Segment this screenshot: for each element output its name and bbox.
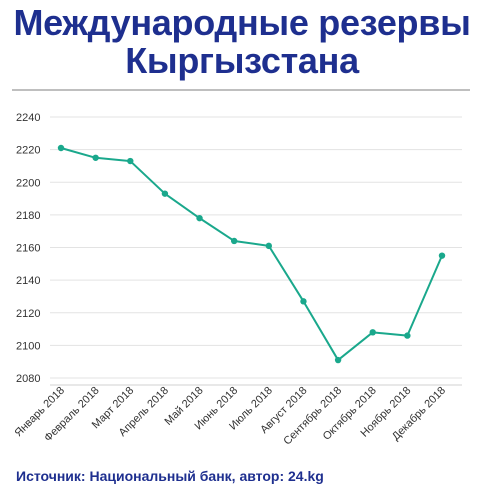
data-point — [230, 237, 238, 245]
data-point — [334, 356, 342, 364]
y-tick-label: 2100 — [16, 340, 40, 352]
title-line-1: Международные резервы — [13, 2, 471, 43]
data-point — [127, 157, 134, 165]
data-point — [265, 242, 273, 250]
grid-lines — [50, 116, 462, 386]
data-point — [438, 252, 446, 259]
data-point — [57, 144, 65, 152]
data-point — [369, 329, 376, 336]
series-line — [60, 147, 443, 362]
source-note: Источник: Национальный банк, автор: 24.k… — [16, 468, 324, 484]
line-chart: 2080 2100 2120 2140 2160 2180 2200 2220 2240 Янв… — [13, 112, 462, 448]
y-tick-label: 2080 — [16, 373, 40, 385]
y-tick-label: 2140 — [16, 275, 40, 287]
title-divider — [12, 89, 470, 91]
y-tick-label: 2240 — [16, 112, 40, 124]
chart-title: Международные резервы Кыргызстана — [0, 4, 484, 80]
y-tick-label: 2160 — [16, 243, 40, 255]
y-tick-label: 2220 — [16, 145, 40, 157]
series-layer — [57, 144, 446, 364]
data-point — [300, 298, 307, 305]
data-point — [92, 154, 99, 161]
data-point — [196, 214, 203, 222]
data-point — [161, 190, 169, 197]
y-tick-label: 2200 — [16, 177, 40, 189]
y-tick-label: 2120 — [16, 308, 40, 320]
y-tick-label: 2180 — [16, 210, 40, 222]
data-point — [404, 332, 411, 339]
y-axis-ticks: 2080 2100 2120 2140 2160 2180 2200 2220 2240 — [16, 112, 40, 385]
title-line-2: Кыргызстана — [125, 40, 359, 81]
